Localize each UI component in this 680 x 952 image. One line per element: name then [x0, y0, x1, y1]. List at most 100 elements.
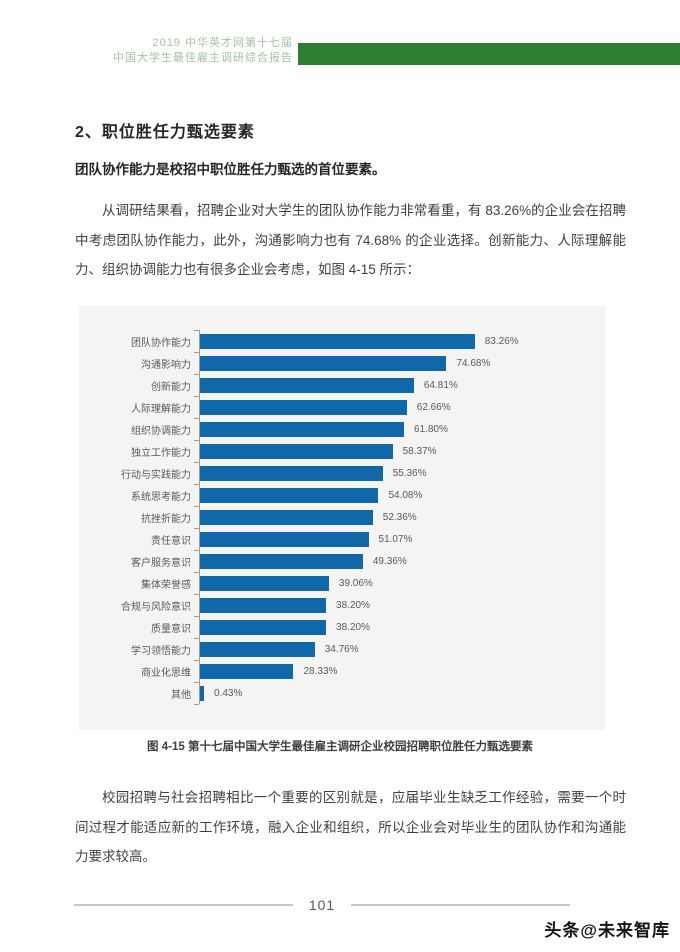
watermark-toutiao: 头条@未来智库 [544, 921, 670, 940]
report-header-line2: 中国大学生最佳雇主调研综合报告 [113, 52, 293, 64]
chart-row: 客户服务意识 49.36% [79, 550, 597, 572]
chart-row: 行动与实践能力 55.36% [79, 462, 597, 484]
chart-value-label: 38.20% [336, 621, 370, 633]
figure-caption: 图 4-15 第十七届中国大学生最佳雇主调研企业校园招聘职位胜任力甄选要素 [147, 741, 533, 753]
chart-plot-area: 74.68% [194, 352, 597, 374]
chart-row: 其他 0.43% [79, 682, 597, 705]
chart-row: 抗挫折能力 52.36% [79, 506, 597, 528]
chart-row: 学习领悟能力 34.76% [79, 638, 597, 660]
chart-row: 集体荣誉感 39.06% [79, 572, 597, 594]
report-header-line1: 2019 中华英才网第十七届 [152, 37, 293, 49]
chart-value-label: 34.76% [324, 643, 359, 655]
chart-bar [200, 487, 379, 503]
chart-category-label: 其他 [171, 689, 191, 701]
chart-value-label: 38.20% [336, 599, 370, 611]
chart-row: 责任意识 51.07% [79, 528, 597, 550]
chart-plot-area: 39.06% [194, 572, 597, 594]
chart-value-label: 52.36% [382, 511, 417, 523]
chart-value-label: 74.68% [456, 357, 491, 369]
chart-plot-area: 34.76% [194, 638, 597, 660]
chart-value-label: 61.80% [413, 423, 448, 435]
chart-value-label: 28.33% [303, 665, 338, 677]
chart-category-label: 质量意识 [151, 623, 191, 635]
report-header-title: 2019 中华英才网第十七届 中国大学生最佳雇主调研综合报告 [113, 36, 293, 66]
chart-bar [200, 619, 327, 635]
chart-category-label: 行动与实践能力 [121, 469, 191, 481]
chart-row: 组织协调能力 61.80% [79, 418, 597, 440]
chart-value-label: 83.26% [484, 335, 519, 347]
chart-bar [200, 421, 404, 437]
chart-category-label: 合规与风险意识 [121, 601, 191, 613]
chart-plot-area: 51.07% [194, 528, 597, 550]
chart-bar [200, 531, 369, 547]
chart-category-label: 沟通影响力 [141, 359, 191, 371]
chart-category-label: 独立工作能力 [131, 447, 191, 459]
chart-value-label: 39.06% [338, 577, 373, 589]
chart-category-label: 抗挫折能力 [141, 513, 191, 525]
chart-bar [200, 465, 383, 481]
chart-plot-area: 61.80% [194, 418, 597, 440]
page-number: 101 [308, 897, 336, 913]
chart-category-label: 组织协调能力 [131, 425, 191, 437]
footer-divider-left [74, 904, 293, 906]
chart-row: 商业化思维 28.33% [79, 660, 597, 682]
chart-plot-area: 52.36% [194, 506, 597, 528]
chart-value-label: 64.81% [423, 379, 458, 391]
chart-bar [200, 597, 327, 613]
paragraph-campus-vs-social: 校园招聘与社会招聘相比一个重要的区别就是，应届毕业生缺乏工作经验，需要一个时间过… [75, 790, 626, 864]
chart-plot-area: 62.66% [194, 396, 597, 418]
chart-row: 团队协作能力 83.26% [79, 330, 597, 352]
chart-plot-area: 0.43% [194, 682, 597, 705]
chart-row: 沟通影响力 74.68% [79, 352, 597, 374]
chart-bar [200, 333, 475, 349]
chart-bar [200, 377, 414, 393]
chart-row: 合规与风险意识 38.20% [79, 594, 597, 616]
chart-plot-area: 38.20% [194, 616, 597, 638]
chart-category-label: 责任意识 [151, 535, 191, 547]
chart-rows: 团队协作能力 83.26% 沟通影响力 74.68% 创新能力 64.81% 人… [79, 330, 597, 705]
chart-value-label: 49.36% [372, 555, 407, 567]
chart-category-label: 集体荣誉感 [141, 579, 191, 591]
chart-category-label: 创新能力 [151, 381, 191, 393]
chart-category-label: 人际理解能力 [131, 403, 191, 415]
chart-row: 质量意识 38.20% [79, 616, 597, 638]
chart-plot-area: 49.36% [194, 550, 597, 572]
footer-divider-right [351, 904, 571, 906]
chart-value-label: 0.43% [214, 687, 243, 699]
chart-row: 独立工作能力 58.37% [79, 440, 597, 462]
section-title: 2、职位胜任力甄选要素 [75, 124, 255, 141]
chart-category-label: 学习领悟能力 [131, 645, 191, 657]
chart-bar [200, 685, 204, 701]
chart-bar [200, 355, 447, 371]
page-footer: 101 [74, 897, 571, 913]
chart-value-label: 55.36% [392, 467, 427, 479]
chart-value-label: 62.66% [416, 401, 451, 413]
chart-plot-area: 55.36% [194, 462, 597, 484]
chart-bar [200, 399, 407, 415]
chart-value-label: 58.37% [402, 445, 437, 457]
chart-plot-area: 38.20% [194, 594, 597, 616]
section-subtitle: 团队协作能力是校招中职位胜任力甄选的首位要素。 [75, 162, 386, 177]
chart-row: 创新能力 64.81% [79, 374, 597, 396]
competency-bar-chart: 团队协作能力 83.26% 沟通影响力 74.68% 创新能力 64.81% 人… [79, 306, 605, 730]
chart-bar [200, 575, 329, 591]
chart-row: 系统思考能力 54.08% [79, 484, 597, 506]
chart-plot-area: 54.08% [194, 484, 597, 506]
chart-category-label: 商业化思维 [141, 667, 191, 679]
chart-plot-area: 64.81% [194, 374, 597, 396]
chart-category-label: 客户服务意识 [131, 557, 191, 569]
chart-plot-area: 28.33% [194, 660, 597, 682]
chart-value-label: 51.07% [378, 533, 413, 545]
chart-plot-area: 58.37% [194, 440, 597, 462]
chart-plot-area: 83.26% [194, 330, 597, 352]
chart-bar [200, 663, 294, 679]
chart-bar [200, 443, 393, 459]
header-green-bar [298, 43, 680, 65]
chart-value-label: 54.08% [388, 489, 423, 501]
chart-category-label: 团队协作能力 [131, 337, 191, 349]
chart-bar [200, 509, 373, 525]
chart-bar [200, 553, 363, 569]
chart-bar [200, 641, 315, 657]
chart-category-label: 系统思考能力 [131, 491, 191, 503]
chart-row: 人际理解能力 62.66% [79, 396, 597, 418]
